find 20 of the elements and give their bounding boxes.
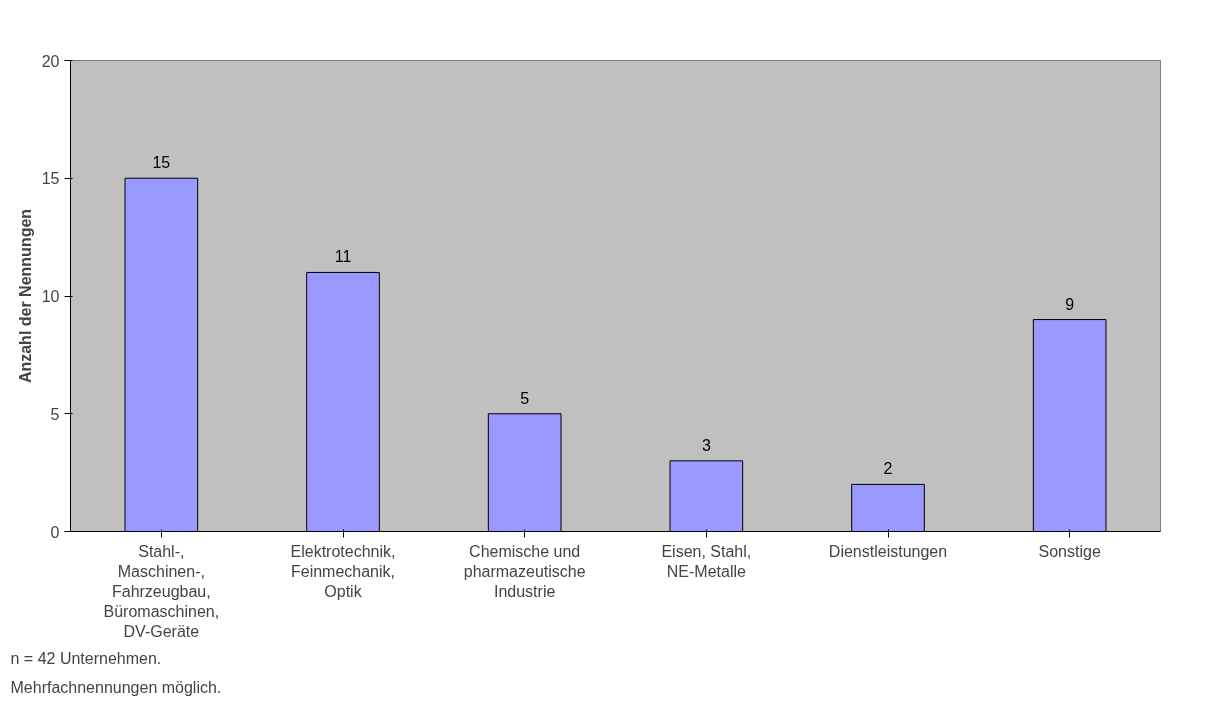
data-label: 3	[701, 436, 711, 454]
category-label: Elektrotechnik, Feinmechanik, Optik	[290, 542, 396, 600]
x-tick-label: Dienstleistungen	[828, 542, 948, 560]
y-tick-label: 10	[41, 288, 60, 305]
y-axis-title: Anzahl der Nennungen	[16, 208, 34, 384]
x-tick-label: Sonstige	[1038, 542, 1101, 560]
category-label: Stahl-, Maschinen-, Fahrzeugbau, Büromaschinen, DV-Geräte	[103, 542, 220, 640]
y-tick-label: 15	[41, 170, 60, 188]
y-tick-label: 0	[50, 523, 60, 541]
text: Mehrfachnennungen möglich.	[10, 678, 222, 696]
text: n = 42 Unternehmen.	[10, 649, 162, 667]
category-label: Chemische und pharmazeutische Industrie	[463, 542, 586, 600]
data-label: 5	[520, 389, 530, 407]
y-tick-label: 20	[41, 52, 60, 70]
category-label: Eisen, Stahl, NE-Metalle	[661, 542, 752, 580]
data-label: 2	[883, 460, 893, 478]
y-tick-label: 5	[50, 405, 60, 423]
data-label: 15	[152, 154, 171, 172]
data-label: 9	[1065, 295, 1075, 313]
data-label: 11	[334, 248, 352, 266]
